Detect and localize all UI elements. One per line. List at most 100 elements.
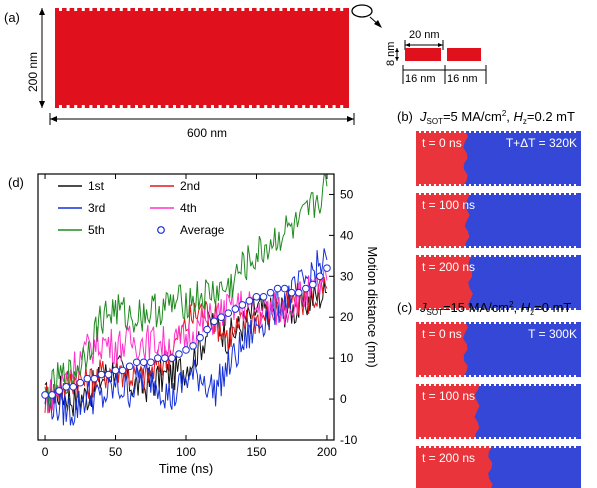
- average-point: [69, 383, 78, 391]
- snapshot-notch: [529, 193, 531, 195]
- snapshot-time: t = 100 ns: [422, 198, 475, 212]
- snapshot-notch: [504, 375, 506, 377]
- snapshot-notch: [444, 131, 446, 133]
- snapshot-time: t = 0 ns: [422, 136, 462, 150]
- snapshot-notch: [514, 246, 516, 248]
- average-point: [224, 309, 233, 317]
- snapshot-notch: [514, 322, 516, 324]
- legend-label: Average: [180, 223, 225, 237]
- snapshot-notch: [499, 255, 501, 257]
- snapshot-notch: [504, 184, 506, 186]
- snapshot-notch: [539, 437, 541, 439]
- snapshot-notch: [569, 384, 571, 386]
- snapshot-notch: [434, 131, 436, 133]
- snapshot-notch: [459, 246, 461, 248]
- snapshot-notch: [469, 375, 471, 377]
- snapshot-notch: [474, 384, 476, 386]
- snapshot-notch: [459, 255, 461, 257]
- top-notches: [59, 8, 344, 11]
- snapshot-notch: [549, 308, 551, 310]
- panel-c-conditions: JSOT=15 MA/cm2, Hz=0 mT: [419, 300, 571, 317]
- snapshot-notch: [434, 375, 436, 377]
- snapshot-notch: [464, 255, 466, 257]
- bottom-notch: [203, 105, 207, 108]
- snapshot-notch: [529, 246, 531, 248]
- snapshot-notch: [509, 446, 511, 448]
- average-point: [146, 358, 155, 367]
- snapshot-notch: [449, 193, 451, 195]
- snapshot-notch: [454, 193, 456, 195]
- top-notch: [142, 8, 146, 11]
- snapshot-time: t = 200 ns: [422, 451, 475, 465]
- snapshot-notch: [439, 384, 441, 386]
- bottom-notch: [165, 105, 169, 108]
- snapshot-notch: [434, 308, 436, 310]
- snapshot-notch: [444, 446, 446, 448]
- snapshot-notch: [529, 437, 531, 439]
- snapshot-notch: [469, 384, 471, 386]
- average-point: [41, 391, 49, 399]
- snapshot-notch: [479, 308, 481, 310]
- snapshot-notch: [554, 193, 556, 195]
- snapshot-notch: [549, 446, 551, 448]
- snapshot-notch: [559, 437, 561, 439]
- snapshot-notch: [479, 437, 481, 439]
- snapshot-notch: [564, 384, 566, 386]
- snapshot-notch: [434, 437, 436, 439]
- snapshot-time: t = 0 ns: [422, 327, 462, 341]
- snapshot-notch: [424, 308, 426, 310]
- snapshot-notch: [439, 193, 441, 195]
- snapshot-notch: [529, 131, 531, 133]
- snapshot-notch: [534, 322, 536, 324]
- bottom-notch: [309, 105, 313, 108]
- snapshot-notch: [444, 184, 446, 186]
- snapshot-notch: [419, 246, 421, 248]
- average-point: [238, 301, 247, 309]
- snapshot-notch: [574, 437, 576, 439]
- width-dim-arrow-right: [347, 116, 354, 122]
- average-point: [302, 284, 310, 293]
- snapshot-notch: [454, 255, 456, 257]
- snapshot-notch: [484, 131, 486, 133]
- average-point: [316, 272, 324, 281]
- snapshot-notch: [489, 255, 491, 257]
- bottom-notch: [173, 105, 176, 108]
- snapshot-notch: [534, 193, 536, 195]
- average-point: [231, 305, 240, 313]
- snapshot-notch: [559, 184, 561, 186]
- snapshot-notch: [439, 131, 441, 133]
- snapshot-notch: [429, 246, 431, 248]
- snapshot-notch: [509, 308, 511, 310]
- snapshot-notch: [484, 446, 486, 448]
- snapshot-notch: [424, 437, 426, 439]
- top-notch: [203, 8, 207, 11]
- average-point: [132, 358, 141, 367]
- bottom-notch: [142, 105, 146, 108]
- snapshot-notch: [424, 246, 426, 248]
- snapshot-notch: [564, 308, 566, 310]
- top-notch: [81, 8, 85, 11]
- legend-entry: 1st: [58, 179, 105, 193]
- snapshot-notch: [574, 193, 576, 195]
- snapshot-notch: [499, 246, 501, 248]
- zoom-circle: [351, 4, 373, 18]
- snapshot-notch: [519, 193, 521, 195]
- snapshot-notch: [434, 384, 436, 386]
- red-domain: [416, 322, 468, 377]
- snapshot-notch: [554, 437, 556, 439]
- snapshot-notch: [484, 246, 486, 248]
- snapshot-notch: [564, 446, 566, 448]
- snapshot-notch: [459, 384, 461, 386]
- top-notch: [218, 8, 222, 11]
- top-notch: [233, 8, 237, 11]
- snapshot-notch: [534, 384, 536, 386]
- snapshot-notch: [539, 308, 541, 310]
- snapshot-notch: [489, 193, 491, 195]
- top-notch: [188, 8, 192, 11]
- snapshot-notch: [439, 322, 441, 324]
- panel-a-label: (a): [4, 10, 20, 25]
- snapshot-notch: [419, 131, 421, 133]
- snapshot-notch: [549, 255, 551, 257]
- snapshot-notch: [569, 131, 571, 133]
- snapshot-notch: [514, 446, 516, 448]
